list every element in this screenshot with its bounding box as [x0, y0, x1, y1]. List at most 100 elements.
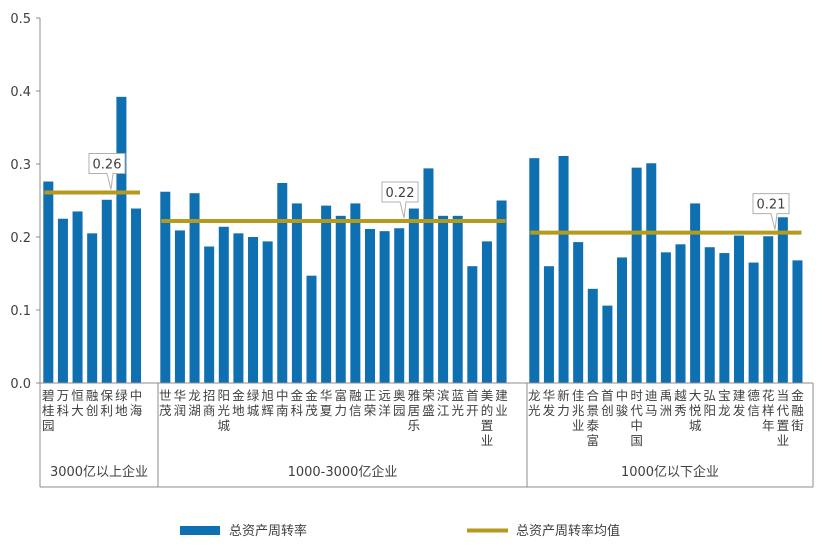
- category-label: 荣盛: [422, 388, 435, 418]
- mean-callout-label: 0.26: [93, 157, 122, 172]
- legend: 总资产周转率 总资产周转率均值: [180, 523, 620, 539]
- bar: [704, 247, 715, 383]
- category-label: 招商: [203, 388, 216, 418]
- category-label: 世茂: [159, 388, 172, 418]
- bar: [481, 241, 492, 383]
- bar: [87, 233, 98, 383]
- bar: [631, 167, 642, 383]
- category-label: 德信: [747, 388, 760, 418]
- mean-callout-box: [88, 152, 126, 190]
- category-label: 华夏: [320, 388, 333, 418]
- bar: [719, 253, 730, 383]
- mean-callout-label: 0.21: [757, 198, 786, 213]
- category-label: 时代中国: [630, 388, 643, 448]
- bar: [558, 155, 569, 383]
- y-tick-label: 0.3: [10, 158, 31, 173]
- bar: [543, 266, 554, 383]
- category-label: 绿城: [247, 388, 260, 418]
- y-axis: 0.0 0.1 0.2 0.3 0.4 0.5: [10, 12, 41, 392]
- bar: [321, 205, 332, 383]
- group-label: 1000亿以下企业: [621, 464, 719, 480]
- category-label: 富力: [334, 388, 347, 418]
- category-label: 首创: [601, 388, 614, 418]
- category-label: 大悦城: [689, 388, 702, 433]
- bar: [394, 228, 405, 383]
- bar: [777, 217, 788, 383]
- category-label: 绿地: [115, 388, 128, 418]
- category-label: 花样年: [762, 388, 775, 433]
- category-label: 金地: [232, 388, 245, 418]
- bar: [467, 266, 478, 383]
- mean-callout-box: [752, 193, 790, 230]
- bar: [306, 275, 317, 383]
- bar: [101, 199, 112, 383]
- group-label: 1000-3000亿企业: [288, 464, 398, 480]
- bar: [218, 226, 229, 383]
- y-tick-label: 0.4: [10, 85, 31, 100]
- bar: [116, 96, 127, 383]
- category-label: 建业: [495, 388, 508, 418]
- category-label: 美的置业: [481, 388, 494, 448]
- category-label: 华润: [174, 388, 187, 418]
- bar: [660, 252, 671, 383]
- bar: [160, 191, 171, 383]
- bar: [573, 242, 584, 383]
- bar: [72, 211, 83, 383]
- bar: [438, 215, 449, 383]
- category-label: 远洋: [378, 388, 391, 418]
- category-label: 龙光: [528, 388, 541, 418]
- category-label: 旭辉: [261, 388, 274, 418]
- category-label: 恒大: [71, 388, 84, 418]
- bar: [408, 208, 419, 383]
- category-label: 融信: [349, 388, 362, 418]
- bar: [204, 246, 215, 383]
- bar: [529, 158, 540, 383]
- bar: [646, 163, 657, 383]
- category-label: 首开: [466, 388, 479, 418]
- category-label: 中海: [130, 388, 143, 418]
- category-label: 新力: [557, 388, 570, 418]
- bar: [379, 231, 390, 383]
- group-label: 3000亿以上企业: [50, 464, 148, 480]
- category-label: 宝龙: [718, 388, 731, 418]
- category-label: 奥园: [393, 388, 406, 418]
- bar: [262, 241, 273, 383]
- bar: [291, 203, 302, 383]
- category-label: 弘阳: [703, 388, 716, 418]
- category-label: 阳光城: [218, 388, 231, 433]
- bar: [602, 305, 613, 383]
- bar: [43, 181, 54, 383]
- bar: [763, 236, 774, 383]
- category-label: 当代置业: [777, 388, 790, 448]
- legend-bar-swatch: [180, 526, 220, 535]
- bar: [792, 260, 803, 383]
- bar: [690, 203, 701, 383]
- bar: [748, 262, 759, 383]
- bar: [57, 218, 68, 383]
- category-label: 蓝光: [451, 388, 464, 418]
- category-label: 金茂: [305, 388, 318, 418]
- bar: [189, 193, 200, 383]
- category-label: 迪马: [645, 388, 658, 418]
- bar: [233, 233, 244, 383]
- bar: [174, 230, 185, 383]
- category-label: 龙湖: [188, 388, 201, 418]
- bar: [423, 168, 434, 383]
- mean-callout-label: 0.22: [386, 186, 415, 201]
- bar: [496, 200, 507, 383]
- bar: [131, 208, 142, 383]
- y-tick-label: 0.0: [10, 377, 31, 392]
- legend-bar-label: 总资产周转率: [229, 523, 307, 539]
- category-label: 建发: [733, 388, 746, 418]
- category-label: 佳兆业: [572, 388, 585, 433]
- mean-callout-box: [381, 181, 419, 219]
- category-label: 中骏: [616, 388, 629, 418]
- legend-mean-label: 总资产周转率均值: [516, 523, 620, 539]
- category-label: 保利: [101, 388, 114, 418]
- category-label: 禹洲: [660, 388, 673, 418]
- bar: [248, 237, 259, 383]
- category-label: 正荣: [364, 388, 377, 418]
- bar: [350, 203, 361, 383]
